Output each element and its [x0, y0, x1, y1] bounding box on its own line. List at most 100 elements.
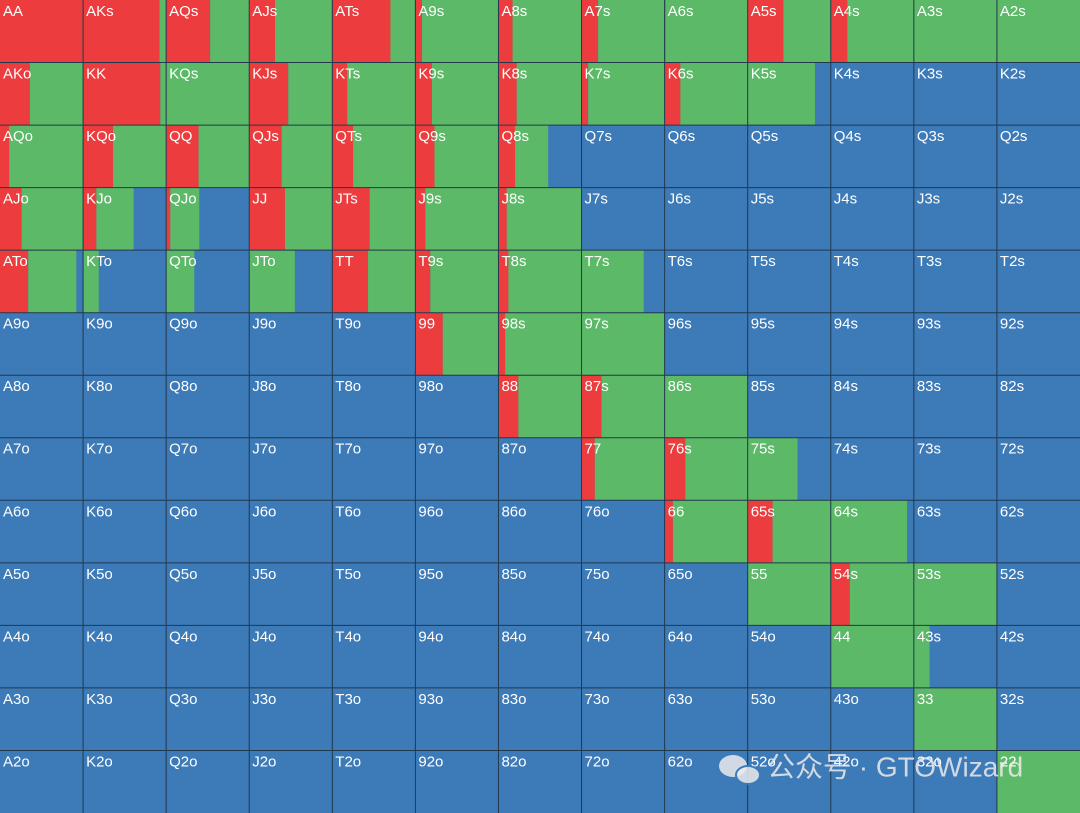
hand-label: 75o [585, 566, 610, 583]
call-segment [390, 0, 416, 63]
hand-label: K2o [86, 753, 113, 770]
fold-segment [166, 312, 250, 376]
raise-segment [498, 312, 506, 376]
hand-label: KK [86, 66, 106, 83]
hand-label: T8o [335, 378, 361, 395]
hand-label: Q7o [169, 441, 197, 458]
hand-label: J9o [252, 316, 276, 333]
hand-label: T2o [335, 753, 361, 770]
hand-label: 63s [917, 503, 941, 520]
fold-segment [913, 312, 997, 376]
raise-segment [0, 250, 29, 313]
fold-segment [996, 500, 1080, 563]
hand-label: JTo [252, 253, 275, 270]
hand-label: T9s [418, 253, 443, 270]
hand-label: ATs [335, 3, 359, 20]
fold-segment [415, 625, 499, 688]
hand-label: J6o [252, 503, 276, 520]
raise-segment [166, 0, 211, 63]
fold-segment [747, 625, 831, 688]
hand-label: QJo [169, 191, 197, 208]
hand-label: 72o [585, 753, 610, 770]
call-segment [665, 0, 748, 63]
hand-label: J7o [252, 441, 276, 458]
hand-label: QTo [169, 253, 197, 270]
hand-label: 96s [668, 316, 692, 333]
hand-label: AQs [169, 3, 198, 20]
hand-label: A7s [585, 3, 611, 20]
raise-segment [498, 125, 516, 188]
hand-label: K3s [917, 66, 943, 83]
hand-label: 52s [1000, 566, 1024, 583]
hand-label: T7s [585, 253, 610, 270]
raise-segment [166, 187, 171, 251]
hand-label: 64o [668, 628, 693, 645]
hand-label: A4o [3, 628, 30, 645]
fold-segment [133, 187, 167, 251]
call-segment [249, 250, 295, 313]
call-segment [601, 375, 665, 438]
hand-label: 87o [501, 441, 526, 458]
call-segment [422, 0, 499, 63]
hand-label: QJs [252, 128, 279, 145]
hand-label: Q3o [169, 691, 197, 708]
raise-segment [664, 437, 686, 501]
hand-label: 83o [501, 691, 526, 708]
hand-label: K4s [834, 66, 860, 83]
raise-segment [332, 187, 370, 251]
call-segment [434, 125, 499, 188]
fold-segment [0, 750, 84, 813]
hand-label: Q2o [169, 753, 197, 770]
hand-label: QTs [335, 128, 362, 145]
hand-label: 77 [585, 441, 602, 458]
raise-segment [498, 0, 513, 63]
hand-label: 53o [751, 691, 776, 708]
call-segment [112, 125, 167, 188]
fold-segment [830, 750, 914, 813]
hand-label: Q9o [169, 316, 197, 333]
hand-label: A5o [3, 566, 30, 583]
call-segment [442, 312, 499, 376]
fold-segment [0, 687, 84, 751]
raise-segment [498, 250, 509, 313]
raise-segment [0, 125, 10, 188]
hand-label: 86s [668, 378, 692, 395]
raise-segment [249, 187, 285, 251]
fold-segment [907, 500, 914, 563]
call-segment [588, 62, 665, 126]
call-segment [284, 187, 333, 251]
fold-segment [249, 750, 333, 813]
raise-segment [332, 250, 369, 313]
hand-label: T4o [335, 628, 361, 645]
hand-label: A7o [3, 441, 30, 458]
raise-segment [249, 62, 289, 126]
raise-segment [332, 62, 348, 126]
call-segment [516, 62, 582, 126]
fold-segment [498, 750, 582, 813]
call-segment [847, 0, 914, 63]
call-segment [830, 500, 908, 563]
raise-segment [332, 0, 391, 63]
hand-label: A4s [834, 3, 860, 20]
call-segment [849, 562, 914, 626]
hand-label: 97s [585, 316, 609, 333]
hand-label: K8s [501, 66, 527, 83]
call-segment [170, 187, 200, 251]
call-segment [581, 312, 665, 376]
hand-label: 98s [501, 316, 525, 333]
hand-label: J4o [252, 628, 276, 645]
hand-label: J9s [418, 191, 441, 208]
call-segment [508, 250, 582, 313]
hand-label: AJo [3, 191, 29, 208]
fold-segment [913, 375, 997, 438]
hand-label: AJs [252, 3, 277, 20]
hand-label: 54s [834, 566, 858, 583]
fold-segment [332, 437, 416, 501]
hand-label: 62o [668, 753, 693, 770]
hand-label: 93o [418, 691, 443, 708]
fold-segment [996, 187, 1080, 251]
hand-label: J8o [252, 378, 276, 395]
call-segment [913, 0, 997, 63]
call-segment [281, 125, 333, 188]
